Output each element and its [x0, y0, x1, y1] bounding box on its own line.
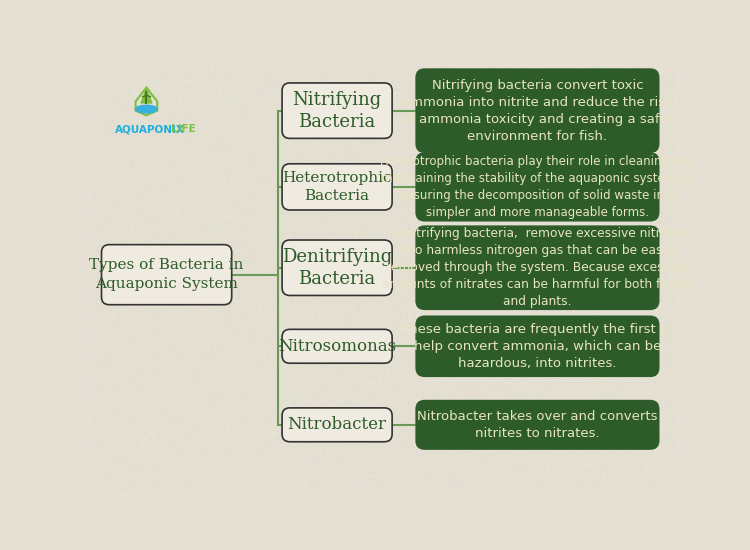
- Text: LIFE: LIFE: [171, 124, 196, 134]
- Text: These bacteria are frequently the first to
help convert ammonia, which can be
ha: These bacteria are frequently the first …: [401, 323, 674, 370]
- FancyBboxPatch shape: [282, 329, 392, 363]
- Text: Nitrobacter: Nitrobacter: [287, 416, 386, 433]
- FancyBboxPatch shape: [101, 245, 232, 305]
- Polygon shape: [141, 89, 152, 103]
- Text: Denitrifying bacteria,  remove excessive nitrates
into harmless nitrogen gas tha: Denitrifying bacteria, remove excessive …: [382, 227, 692, 308]
- FancyBboxPatch shape: [416, 152, 659, 222]
- FancyBboxPatch shape: [282, 164, 392, 210]
- FancyBboxPatch shape: [416, 400, 659, 450]
- Text: Heterotrophic
Bacteria: Heterotrophic Bacteria: [282, 171, 392, 202]
- Text: Types of Bacteria in
Aquaponic System: Types of Bacteria in Aquaponic System: [89, 258, 244, 292]
- Text: Nitrobacter takes over and converts
nitrites to nitrates.: Nitrobacter takes over and converts nitr…: [417, 410, 658, 440]
- FancyBboxPatch shape: [282, 240, 392, 295]
- Ellipse shape: [136, 105, 158, 113]
- FancyBboxPatch shape: [416, 226, 659, 310]
- Text: Denitrifying
Bacteria: Denitrifying Bacteria: [282, 248, 392, 288]
- Text: Nitrifying bacteria convert toxic
ammonia into nitrite and reduce the risk
of am: Nitrifying bacteria convert toxic ammoni…: [402, 79, 674, 142]
- FancyBboxPatch shape: [282, 83, 392, 139]
- FancyBboxPatch shape: [416, 68, 659, 153]
- Text: Heterotrophic bacteria play their role in cleaning and
maintaining the stability: Heterotrophic bacteria play their role i…: [380, 155, 695, 219]
- Text: AQUAPONIX: AQUAPONIX: [116, 124, 185, 134]
- FancyBboxPatch shape: [282, 408, 392, 442]
- Text: Nitrosomonas: Nitrosomonas: [278, 338, 396, 355]
- FancyBboxPatch shape: [416, 316, 659, 377]
- Text: Nitrifying
Bacteria: Nitrifying Bacteria: [292, 91, 382, 131]
